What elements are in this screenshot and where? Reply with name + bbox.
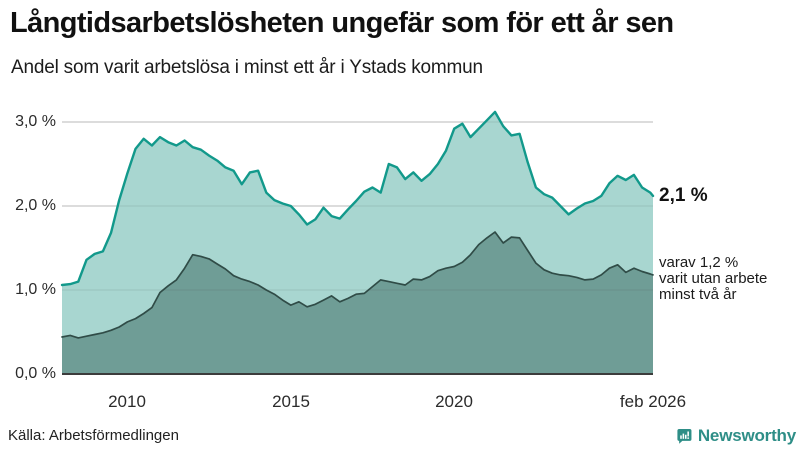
newsworthy-logo-icon	[677, 428, 692, 444]
source-attribution: Källa: Arbetsförmedlingen	[8, 427, 179, 444]
x-axis-tick-2010: 2010	[108, 392, 146, 411]
newsworthy-logo: Newsworthy	[676, 424, 796, 448]
x-axis-tick-feb-2026: feb 2026	[619, 392, 687, 411]
y-axis-tick-3: 3,0 %	[15, 113, 56, 130]
y-axis-tick-0: 0,0 %	[15, 365, 56, 382]
y-axis-tick-2: 2,0 %	[15, 197, 56, 214]
newsworthy-logo-text: Newsworthy	[697, 426, 796, 445]
series-end-label-total: 2,1 %	[659, 185, 708, 206]
two-year-label-line-1: varav 1,2 %	[659, 254, 739, 271]
page-title: Långtidsarbetslösheten ungefär som för e…	[10, 7, 674, 39]
two-year-label-line-3: minst två år	[659, 286, 737, 303]
x-axis-tick-2020: 2020	[435, 392, 473, 411]
series-end-label-two-year: varav 1,2 % varit utan arbete minst två …	[659, 255, 767, 303]
two-year-label-line-2: varit utan arbete	[659, 270, 768, 287]
y-axis-tick-1: 1,0 %	[15, 281, 56, 298]
x-axis-tick-2015: 2015	[272, 392, 310, 411]
page-subtitle: Andel som varit arbetslösa i minst ett å…	[11, 57, 483, 78]
